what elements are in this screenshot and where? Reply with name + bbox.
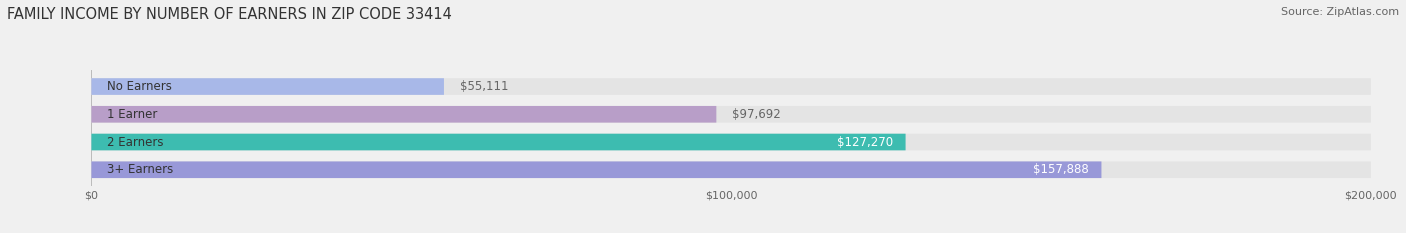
Text: Source: ZipAtlas.com: Source: ZipAtlas.com xyxy=(1281,7,1399,17)
Text: 1 Earner: 1 Earner xyxy=(107,108,157,121)
FancyBboxPatch shape xyxy=(91,78,1371,95)
Text: $97,692: $97,692 xyxy=(733,108,782,121)
Text: 3+ Earners: 3+ Earners xyxy=(107,163,173,176)
FancyBboxPatch shape xyxy=(91,106,716,123)
Text: $55,111: $55,111 xyxy=(460,80,509,93)
FancyBboxPatch shape xyxy=(91,134,905,150)
Text: 2 Earners: 2 Earners xyxy=(107,136,165,148)
Text: No Earners: No Earners xyxy=(107,80,173,93)
FancyBboxPatch shape xyxy=(91,78,444,95)
Text: $127,270: $127,270 xyxy=(837,136,893,148)
FancyBboxPatch shape xyxy=(91,106,1371,123)
FancyBboxPatch shape xyxy=(91,161,1101,178)
Text: FAMILY INCOME BY NUMBER OF EARNERS IN ZIP CODE 33414: FAMILY INCOME BY NUMBER OF EARNERS IN ZI… xyxy=(7,7,451,22)
Text: $157,888: $157,888 xyxy=(1033,163,1088,176)
FancyBboxPatch shape xyxy=(91,134,1371,150)
FancyBboxPatch shape xyxy=(91,161,1371,178)
